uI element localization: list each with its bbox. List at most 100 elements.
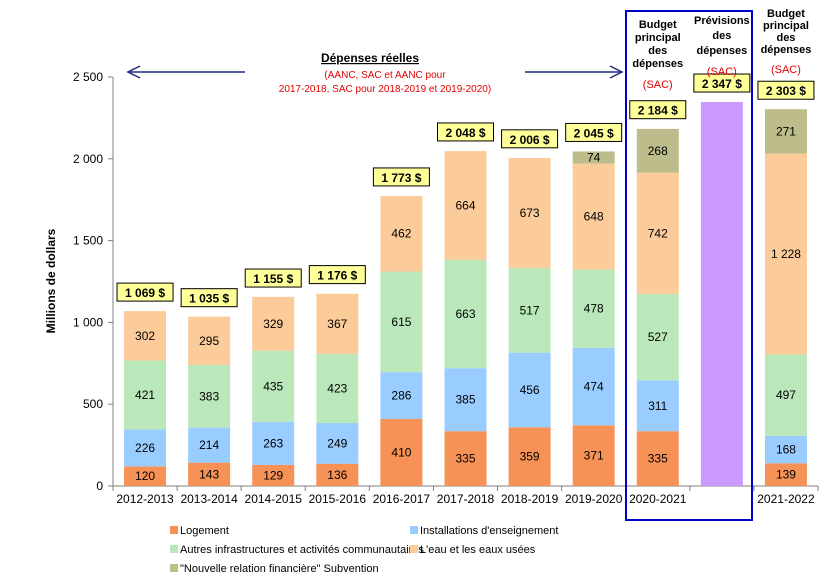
budget-header: des <box>776 32 795 44</box>
segment-label: 335 <box>648 452 668 466</box>
segment-label: 268 <box>648 144 668 158</box>
total-label: 1 155 $ <box>253 272 293 286</box>
budget-header: Budget <box>639 19 677 31</box>
segment-label: 74 <box>587 150 601 164</box>
y-tick-label: 2 000 <box>73 152 103 166</box>
bar-segment <box>764 153 807 355</box>
bar-segment <box>508 157 551 269</box>
total-label: 2 347 $ <box>702 77 742 91</box>
bar-segment <box>572 163 615 270</box>
segment-label: 129 <box>263 468 283 482</box>
total-label: 1 773 $ <box>381 171 421 185</box>
bar-segment <box>764 354 807 436</box>
bar-segment <box>316 463 359 486</box>
bar-segment <box>572 347 615 426</box>
x-tick-label: 2012-2013 <box>116 492 174 506</box>
segment-label: 249 <box>327 436 347 450</box>
x-tick-label: 2019-2020 <box>565 492 623 506</box>
bar-segment <box>124 360 167 430</box>
bar-segment <box>636 128 679 173</box>
bar-segment <box>636 380 679 432</box>
segment-label: 673 <box>520 206 540 220</box>
segment-label: 286 <box>391 389 411 403</box>
segment-label: 664 <box>455 198 475 212</box>
budget-header: dépenses <box>761 44 812 56</box>
total-label-box <box>308 265 366 285</box>
budget-org: (SAC) <box>771 64 801 76</box>
total-label: 1 035 $ <box>189 292 229 306</box>
budget-org: (SAC) <box>643 79 673 91</box>
bar-segment <box>380 418 423 486</box>
segment-label: 168 <box>776 443 796 457</box>
bar-segment <box>188 364 231 428</box>
segment-label: 435 <box>263 379 283 393</box>
total-label: 2 048 $ <box>445 126 485 140</box>
x-tick-label: 2016-2017 <box>373 492 431 506</box>
forecast-header: Prévisions <box>694 15 750 27</box>
x-tick-label: 2014-2015 <box>245 492 303 506</box>
total-label-box <box>501 129 559 149</box>
legend-swatch <box>170 564 178 572</box>
budget-header: principal <box>635 32 681 44</box>
total-label-box <box>693 73 751 93</box>
actual-spending-note: 2017-2018, SAC pour 2018-2019 et 2019-20… <box>279 84 491 95</box>
legend-swatch <box>410 526 418 534</box>
y-tick-label: 1 500 <box>73 234 103 248</box>
y-axis-label: Millions de dollars <box>44 228 58 333</box>
bar-segment <box>188 316 231 365</box>
total-label-box <box>244 268 302 288</box>
legend-label: "Nouvelle relation financière" Subventio… <box>180 563 379 575</box>
bar-segment <box>572 425 615 486</box>
segment-label: 295 <box>199 334 219 348</box>
total-label-box <box>565 122 623 142</box>
legend-label: Autres infrastructures et activités comm… <box>180 544 424 556</box>
segment-label: 311 <box>648 399 667 413</box>
segment-label: 359 <box>520 450 540 464</box>
x-tick-label: 2015-2016 <box>309 492 367 506</box>
segment-label: 383 <box>199 389 219 403</box>
bar-segment <box>188 462 231 486</box>
bar-segment <box>380 372 423 419</box>
segment-label: 302 <box>135 329 155 343</box>
segment-label: 456 <box>520 383 540 397</box>
legend-swatch <box>170 526 178 534</box>
total-label: 2 184 $ <box>638 104 678 118</box>
bar-segment <box>124 429 167 467</box>
segment-label: 421 <box>135 388 155 402</box>
bar-segment <box>316 423 359 464</box>
legend-swatch <box>170 545 178 553</box>
bar-segment <box>252 296 295 351</box>
actual-spending-title: Dépenses réelles <box>321 51 419 65</box>
total-label-box <box>437 122 494 142</box>
segment-label: 615 <box>391 315 411 329</box>
y-tick-label: 500 <box>83 397 103 411</box>
x-tick-label: 2018-2019 <box>501 492 559 506</box>
total-label-box <box>372 167 430 187</box>
segment-label: 462 <box>391 227 411 241</box>
bar-segment <box>380 195 423 272</box>
bar-segment <box>764 463 807 486</box>
segment-label: 143 <box>199 467 219 481</box>
y-tick-label: 1 000 <box>73 315 103 329</box>
bar-segment <box>252 421 295 465</box>
segment-label: 226 <box>135 441 155 455</box>
total-label-box <box>757 80 815 100</box>
segment-label: 263 <box>263 436 283 450</box>
bar-segment <box>508 427 551 486</box>
total-label: 2 045 $ <box>574 126 614 140</box>
segment-label: 329 <box>263 317 283 331</box>
segment-label: 214 <box>199 438 219 452</box>
bar-segment <box>636 172 679 295</box>
segment-label: 385 <box>455 393 475 407</box>
segment-label: 497 <box>776 388 796 402</box>
segment-label: 517 <box>520 303 540 317</box>
bar-segment <box>316 293 359 354</box>
budget-header: Budget <box>767 8 805 20</box>
legend-label: L'eau et les eaux usées <box>420 544 536 556</box>
bar-segment <box>636 431 679 486</box>
legend-label: Logement <box>180 525 229 537</box>
y-tick-label: 0 <box>96 479 103 493</box>
bar-segment <box>636 294 679 381</box>
segment-label: 648 <box>584 210 604 224</box>
